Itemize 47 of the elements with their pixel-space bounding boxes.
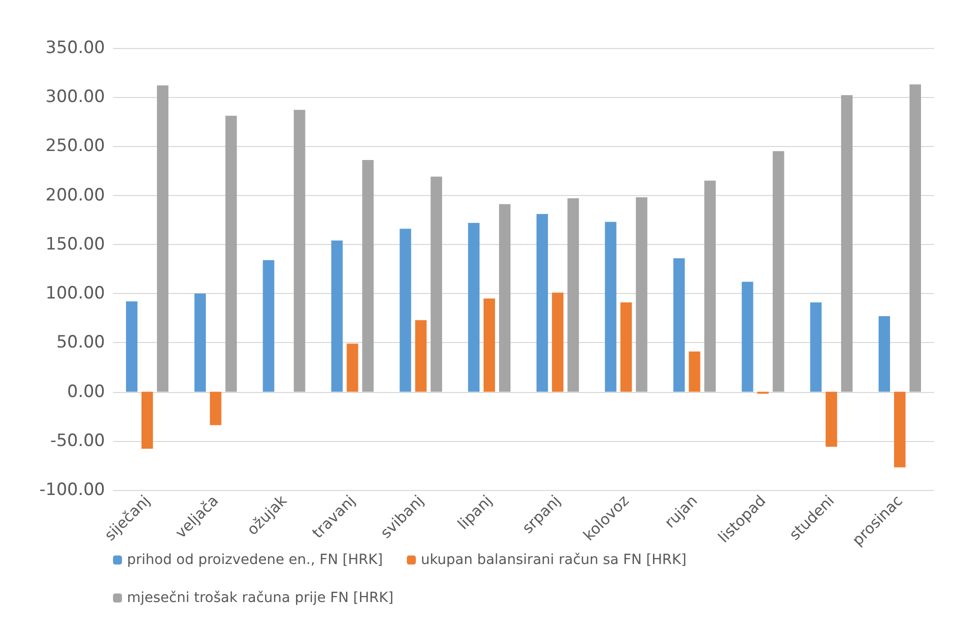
bar bbox=[552, 292, 564, 392]
bar bbox=[772, 151, 784, 392]
legend-label: prihod od proizvedene en., FN [HRK] bbox=[127, 552, 383, 568]
bar bbox=[210, 392, 222, 426]
bar bbox=[294, 110, 306, 392]
bar bbox=[673, 258, 685, 392]
bar bbox=[688, 352, 700, 392]
bar bbox=[878, 316, 890, 392]
bar bbox=[704, 180, 716, 392]
bar bbox=[194, 294, 206, 392]
bar bbox=[536, 214, 548, 392]
bar bbox=[910, 84, 921, 392]
bar bbox=[604, 222, 616, 392]
bar bbox=[468, 222, 480, 392]
bar bbox=[810, 302, 822, 392]
bar bbox=[362, 160, 374, 392]
bar bbox=[346, 344, 358, 392]
y-tick-label: 250.00 bbox=[46, 136, 105, 156]
bar bbox=[499, 204, 510, 392]
bar bbox=[126, 301, 138, 392]
bar bbox=[620, 302, 632, 392]
bar bbox=[400, 228, 412, 392]
bar bbox=[826, 392, 838, 447]
y-tick-label: 100.00 bbox=[46, 284, 105, 304]
bar bbox=[415, 320, 427, 392]
legend-label: mjesečni trošak računa prije FN [HRK] bbox=[127, 590, 394, 606]
bar bbox=[430, 176, 442, 392]
bar bbox=[567, 198, 579, 392]
bar bbox=[484, 298, 496, 392]
y-tick-label: 200.00 bbox=[46, 185, 105, 206]
bar bbox=[742, 282, 754, 392]
bar bbox=[225, 116, 237, 392]
y-tick-label: -50.00 bbox=[50, 430, 105, 451]
y-tick-label: 350.00 bbox=[46, 38, 105, 58]
y-tick-label: 300.00 bbox=[46, 87, 105, 108]
bar bbox=[331, 240, 343, 392]
bar bbox=[894, 392, 906, 468]
y-tick-label: 150.00 bbox=[46, 234, 105, 254]
bar bbox=[841, 95, 853, 392]
bar bbox=[262, 260, 274, 392]
y-tick-label: -100.00 bbox=[39, 480, 105, 500]
legend-label: ukupan balansirani račun sa FN [HRK] bbox=[420, 552, 686, 568]
y-tick-label: 0.00 bbox=[67, 382, 105, 402]
bar bbox=[141, 392, 153, 449]
bar bbox=[636, 197, 648, 392]
bar bbox=[156, 85, 168, 392]
y-tick-label: 50.00 bbox=[56, 332, 105, 353]
